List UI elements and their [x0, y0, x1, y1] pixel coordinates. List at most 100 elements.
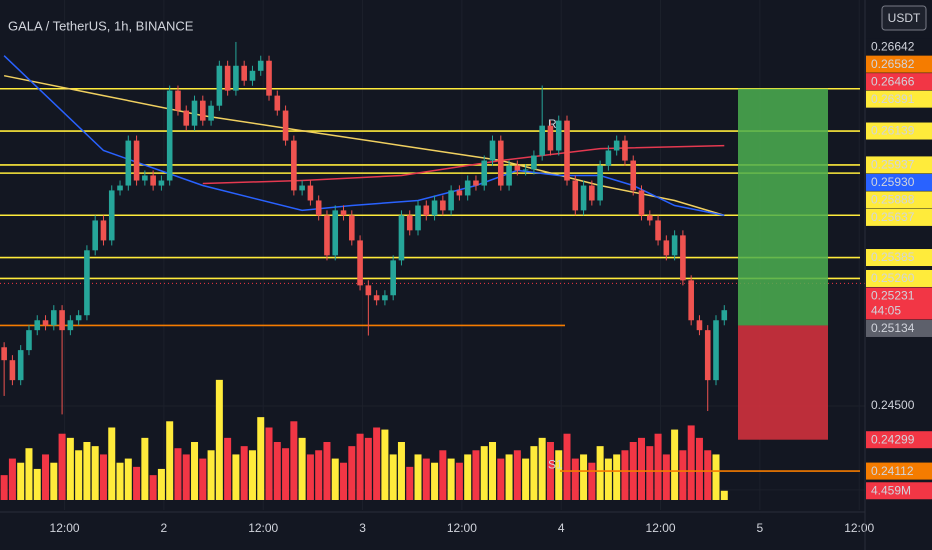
- price-label-bg: [866, 73, 932, 91]
- price-label: 0.25385: [871, 250, 915, 264]
- volume-bar: [273, 442, 281, 500]
- candle-body: [249, 70, 256, 81]
- x-tick-label: 3: [359, 521, 366, 535]
- volume-label-bg: [866, 482, 932, 500]
- volume-bar: [613, 454, 621, 500]
- price-label: 0.25937: [871, 158, 915, 172]
- candle-body: [108, 190, 115, 241]
- candle-body: [208, 105, 214, 121]
- price-label: 0.26582: [871, 57, 915, 71]
- volume-bar: [66, 437, 74, 500]
- price-label: 0.26642: [871, 39, 915, 53]
- volume-bar: [58, 433, 66, 500]
- position-loss: [738, 325, 828, 440]
- volume-bar: [455, 462, 463, 500]
- candle-body: [464, 180, 471, 196]
- candle-body: [42, 320, 49, 326]
- volume-bar: [331, 458, 339, 500]
- volume-bar: [224, 437, 232, 500]
- volume-bar: [522, 458, 530, 500]
- candle-body: [224, 65, 231, 91]
- volume-bar: [447, 458, 455, 500]
- volume-bar: [215, 379, 223, 500]
- price-label: 0.25134: [871, 321, 915, 335]
- price-label-bg: [866, 191, 932, 209]
- candle-body: [547, 125, 554, 151]
- volume-bar: [695, 437, 703, 500]
- candle-body: [75, 315, 82, 321]
- volume-bar: [712, 454, 720, 500]
- moving-average: [3, 74, 725, 217]
- candle-body: [473, 180, 479, 186]
- candle-body: [514, 165, 521, 171]
- volume-bar: [679, 450, 687, 500]
- candle-body: [597, 165, 603, 201]
- candle-body: [67, 320, 74, 331]
- candle-body: [199, 100, 206, 121]
- y-tick-label: 0.24500: [871, 398, 915, 412]
- volume-bar: [720, 490, 728, 500]
- candle-body: [638, 190, 645, 216]
- volume-bar: [373, 427, 381, 500]
- volume-bar: [133, 466, 141, 500]
- candle-body: [539, 125, 545, 156]
- volume-bar: [232, 454, 240, 500]
- candle-body: [688, 280, 694, 321]
- candle-body: [696, 320, 703, 331]
- volume-bar: [298, 437, 306, 500]
- volume-bar: [25, 448, 33, 500]
- candle-body: [663, 240, 670, 256]
- candle-body: [1, 347, 7, 361]
- volume-bar: [0, 475, 8, 500]
- candle-body: [406, 215, 413, 231]
- candle-body: [332, 210, 339, 256]
- candle-body: [382, 295, 388, 301]
- volume-bar: [505, 454, 513, 500]
- candle-body: [340, 210, 347, 216]
- level-annotation: S1: [548, 457, 563, 471]
- volume-bar: [50, 462, 58, 500]
- volume-bar: [166, 421, 174, 500]
- price-label-bg: [866, 319, 932, 337]
- candle-body: [125, 140, 132, 186]
- volume-bar: [83, 442, 91, 500]
- volume-bar: [555, 450, 563, 500]
- candle-body: [59, 310, 65, 331]
- candle-body: [440, 200, 446, 211]
- candle-body: [133, 140, 140, 181]
- volume-bar: [257, 417, 265, 500]
- volume-bar: [621, 450, 629, 500]
- volume-bar: [389, 454, 397, 500]
- currency-label[interactable]: USDT: [888, 11, 921, 25]
- candle-body: [84, 250, 90, 316]
- volume-bar: [99, 454, 107, 500]
- x-tick-label: 5: [757, 521, 764, 535]
- candle-body: [324, 215, 330, 256]
- volume-bar: [306, 454, 314, 500]
- volume-bar: [580, 454, 588, 500]
- candle-body: [580, 185, 587, 211]
- candle-body: [315, 200, 322, 216]
- candle-body: [646, 215, 653, 221]
- currency-button[interactable]: [881, 5, 927, 31]
- volume-bar: [182, 454, 190, 500]
- volume-bar: [75, 450, 83, 500]
- candle-body: [117, 185, 123, 191]
- price-label-bg: [866, 173, 932, 191]
- candle-body: [713, 320, 719, 381]
- volume-bar: [108, 427, 116, 500]
- x-tick-label: 2: [161, 521, 168, 535]
- price-label-bg: [866, 431, 932, 449]
- candle-body: [671, 235, 678, 256]
- volume-bar: [116, 462, 124, 500]
- candle-body: [448, 190, 454, 211]
- candle-body: [456, 190, 463, 196]
- candle-body: [9, 360, 16, 381]
- volume-bar: [340, 462, 348, 500]
- price-label-bg: [866, 122, 932, 140]
- price-label: 0.25231: [871, 289, 915, 303]
- candle-body: [142, 175, 148, 181]
- volume-bar: [406, 466, 414, 500]
- volume-bar: [489, 442, 497, 500]
